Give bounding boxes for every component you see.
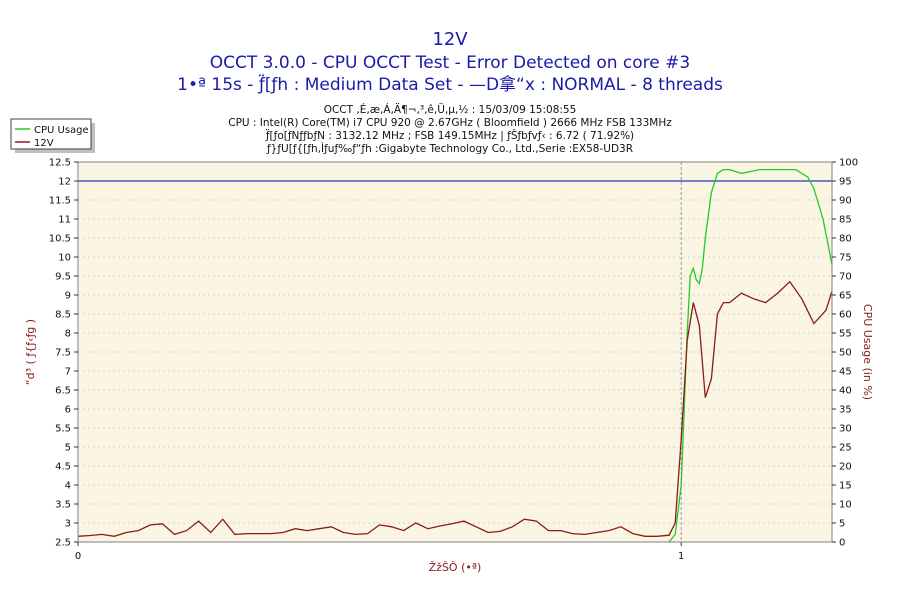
chart-title: 12V: [432, 29, 468, 50]
left-tick-label: 10: [58, 253, 71, 264]
right-tick-label: 95: [839, 177, 852, 188]
right-tick-label: 15: [839, 481, 852, 492]
left-tick-label: 7.5: [55, 348, 71, 359]
legend-label-12v: 12V: [34, 138, 54, 149]
right-tick-label: 50: [839, 348, 852, 359]
series-line-12v: [77, 280, 833, 537]
legend: CPU Usage 12V: [10, 118, 95, 153]
left-tick-label: 9.5: [55, 272, 71, 283]
left-tick-label: 12: [58, 177, 71, 188]
left-tick-label: 8.5: [55, 310, 71, 321]
info-line: ƒ̈[ƒo[ƒNƒ̧ƒbƒN : 3132.12 MHz ; FSB 149.1…: [265, 129, 634, 142]
left-tick-label: 5: [65, 443, 71, 454]
right-tick-label: 20: [839, 462, 852, 473]
chart-subtitle-2: 1•ª 15s - ƒ̈[ƒh : Medium Data Set - —D拿“…: [177, 74, 723, 95]
left-tick-label: 3: [65, 519, 71, 530]
left-tick-label: 10.5: [49, 234, 71, 245]
right-tick-label: 60: [839, 310, 852, 321]
left-tick-label: 2.5: [55, 538, 71, 549]
right-tick-label: 80: [839, 234, 852, 245]
left-tick-label: 4: [65, 481, 71, 492]
left-tick-label: 11.5: [49, 196, 71, 207]
legend-label-cpu-usage: CPU Usage: [34, 125, 89, 136]
info-line: OCCT ‚É‚æ‚Á‚Ä¶¬‚³‚ê‚Ü‚µ‚½ : 15/03/09 15:…: [324, 103, 577, 116]
left-axis-label: “d³ ( ƒ{ƒ‹ƒg ): [24, 319, 37, 385]
right-tick-label: 75: [839, 253, 852, 264]
right-tick-label: 25: [839, 443, 852, 454]
right-axis-label: CPU Usage (in %): [861, 304, 874, 400]
right-tick-label: 85: [839, 215, 852, 226]
info-line: ƒ}ƒU[ƒ{[ƒh,Ìƒuƒ‰ƒ“ƒh :Gigabyte Technolog…: [266, 142, 633, 155]
info-line: CPU : Intel(R) Core(TM) i7 CPU 920 @ 2.6…: [228, 117, 672, 129]
legend-box: [10, 118, 92, 150]
right-tick-label: 30: [839, 424, 852, 435]
left-tick-label: 11: [58, 215, 71, 226]
left-tick-label: 6: [65, 405, 71, 416]
left-axis-ticks: 2.5 3 3.5 4 4.5 5 5.5 6 6.5 7 7.5 8 8.5 9 9.5 10 10.5 11 1…: [49, 158, 78, 549]
left-tick-label: 7: [65, 367, 71, 378]
right-tick-label: 45: [839, 367, 852, 378]
right-tick-label: 35: [839, 405, 852, 416]
left-tick-label: 6.5: [55, 386, 71, 397]
right-axis-ticks: 0 5 10 15 20 25 30 35 40 45 50 55 60 65 70 75 80 85 90 95 10…: [832, 158, 858, 549]
right-tick-label: 40: [839, 386, 852, 397]
left-tick-label: 12.5: [49, 158, 71, 169]
right-tick-label: 5: [839, 519, 845, 530]
right-tick-label: 100: [839, 158, 858, 169]
right-tick-label: 70: [839, 272, 852, 283]
right-tick-label: 0: [839, 538, 845, 549]
right-tick-label: 65: [839, 291, 852, 302]
left-tick-label: 3.5: [55, 500, 71, 511]
right-tick-label: 10: [839, 500, 852, 511]
left-tick-label: 5.5: [55, 424, 71, 435]
x-axis-label: ŽžŠÔ (•ª): [429, 561, 482, 574]
right-tick-label: 55: [839, 329, 852, 340]
left-tick-label: 4.5: [55, 462, 71, 473]
x-tick-label: 0: [75, 551, 81, 562]
x-tick-label: 1: [678, 551, 684, 562]
left-tick-label: 9: [65, 291, 71, 302]
left-tick-label: 8: [65, 329, 71, 340]
chart-subtitle: OCCT 3.0.0 - CPU OCCT Test - Error Detec…: [210, 53, 690, 73]
right-tick-label: 90: [839, 196, 852, 207]
